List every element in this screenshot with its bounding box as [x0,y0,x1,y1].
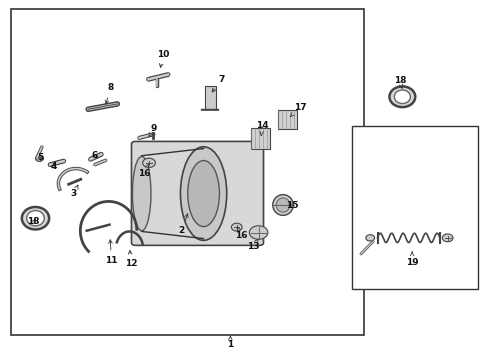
Ellipse shape [22,207,49,229]
Ellipse shape [273,195,293,215]
Text: 13: 13 [246,239,259,251]
Ellipse shape [188,161,220,226]
Text: 8: 8 [105,83,114,104]
Text: 18: 18 [27,217,40,226]
Circle shape [249,226,268,239]
Text: 16: 16 [235,227,248,239]
Circle shape [143,158,155,167]
Circle shape [442,234,453,242]
Text: 18: 18 [393,76,406,88]
Ellipse shape [390,86,416,107]
Text: 3: 3 [71,185,78,198]
Ellipse shape [180,147,227,240]
Circle shape [366,235,374,241]
Bar [205,86,216,109]
Text: 9: 9 [149,125,157,136]
Circle shape [231,223,242,231]
Bar [278,110,296,129]
Bar [251,128,270,149]
Text: 15: 15 [287,201,299,210]
Circle shape [35,156,43,161]
Bar [11,9,365,336]
Ellipse shape [27,211,44,226]
Ellipse shape [276,198,290,212]
Text: 16: 16 [138,164,150,178]
Text: 1: 1 [227,336,234,349]
Ellipse shape [394,90,411,104]
Bar [352,126,478,289]
Text: 12: 12 [125,251,137,268]
FancyBboxPatch shape [131,141,264,246]
Text: 11: 11 [105,240,118,265]
Text: 6: 6 [92,151,98,160]
Text: 10: 10 [157,50,170,67]
Text: 17: 17 [290,103,306,117]
Text: 7: 7 [212,75,225,92]
Text: 5: 5 [37,153,44,162]
Ellipse shape [132,157,151,231]
Text: 2: 2 [178,214,188,234]
Text: 14: 14 [256,121,269,135]
Text: 19: 19 [406,252,418,267]
Text: 4: 4 [51,162,57,171]
